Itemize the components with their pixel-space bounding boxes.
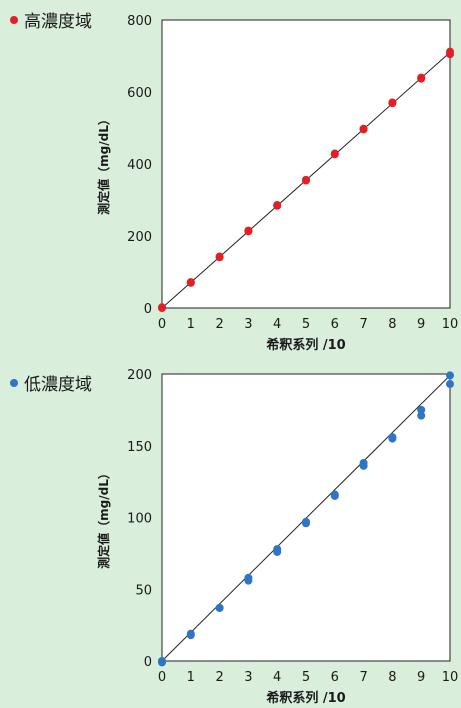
data-point <box>158 657 166 665</box>
data-point <box>417 73 426 82</box>
plot-area-high <box>161 19 451 309</box>
y-tick-labels-high: 0 200 400 600 800 <box>127 14 152 317</box>
legend-marker-low <box>10 379 18 387</box>
data-point <box>244 573 253 582</box>
x-tick-label: 7 <box>359 317 367 332</box>
data-point <box>244 226 253 235</box>
y-tick-label: 200 <box>127 368 152 383</box>
data-point <box>359 458 368 467</box>
y-tick-labels-low: 0 50 100 150 200 <box>127 368 152 670</box>
data-point <box>215 252 224 261</box>
y-tick-label: 150 <box>127 440 152 455</box>
x-tick-label: 10 <box>442 670 459 685</box>
x-tick-labels-low: 0 1 2 3 4 5 6 7 8 9 10 <box>158 670 458 685</box>
x-axis-label-low: 希釈系列 /10 <box>266 690 345 706</box>
y-tick-label: 800 <box>127 14 152 29</box>
x-tick-label: 8 <box>388 317 396 332</box>
x-tick-label: 4 <box>273 317 281 332</box>
x-tick-label: 5 <box>302 670 310 685</box>
data-point <box>273 545 282 554</box>
y-tick-label: 100 <box>127 512 152 527</box>
x-tick-label: 0 <box>158 670 166 685</box>
x-tick-label: 6 <box>331 670 339 685</box>
x-tick-label: 3 <box>244 317 252 332</box>
data-point <box>388 433 397 442</box>
data-point <box>446 371 454 380</box>
y-tick-label: 50 <box>135 583 152 598</box>
data-point <box>446 47 454 56</box>
data-points-low <box>158 371 454 667</box>
x-tick-label: 5 <box>302 317 310 332</box>
x-tick-label: 1 <box>187 670 195 685</box>
x-tick-label: 10 <box>442 317 459 332</box>
x-tick-label: 4 <box>273 670 281 685</box>
x-tick-label: 9 <box>417 317 425 332</box>
data-point <box>273 201 282 210</box>
data-point <box>330 149 339 158</box>
y-axis-label-low: 測定値（mg/dL） <box>96 467 111 569</box>
data-points-high <box>158 47 454 312</box>
data-point <box>330 490 339 499</box>
data-point <box>302 175 310 184</box>
x-tick-label: 2 <box>215 317 223 332</box>
data-point <box>186 278 195 287</box>
y-tick-label: 600 <box>127 86 152 101</box>
x-tick-label: 0 <box>158 317 166 332</box>
y-axis-label-high: 測定値（mg/dL） <box>96 113 111 215</box>
x-axis-label-high: 希釈系列 /10 <box>266 337 345 353</box>
data-point <box>186 629 195 638</box>
chart-title-high: 高濃度域 <box>24 12 92 32</box>
y-tick-label: 0 <box>144 655 152 670</box>
data-point <box>359 124 368 133</box>
data-point <box>417 405 426 414</box>
x-tick-label: 2 <box>215 670 223 685</box>
legend-marker-high <box>10 16 18 24</box>
y-tick-label: 400 <box>127 158 152 173</box>
data-point <box>215 603 224 612</box>
data-point <box>158 303 166 312</box>
data-point <box>417 411 426 420</box>
chart-title-low: 低濃度域 <box>24 375 92 395</box>
x-tick-label: 3 <box>244 670 252 685</box>
x-tick-label: 1 <box>187 317 195 332</box>
y-tick-label: 0 <box>144 302 152 317</box>
x-tick-label: 6 <box>331 317 339 332</box>
data-point <box>388 98 397 107</box>
data-point <box>302 517 310 526</box>
chart-high-range: 高濃度域 0 200 400 600 800 0 1 2 3 4 5 6 7 8 9 10 希釈系列 /10… <box>10 12 458 353</box>
x-tick-label: 9 <box>417 670 425 685</box>
data-point <box>446 380 454 389</box>
x-tick-labels-high: 0 1 2 3 4 5 6 7 8 9 10 <box>158 317 458 332</box>
x-tick-label: 8 <box>388 670 396 685</box>
x-tick-label: 7 <box>359 670 367 685</box>
y-tick-label: 200 <box>127 230 152 245</box>
